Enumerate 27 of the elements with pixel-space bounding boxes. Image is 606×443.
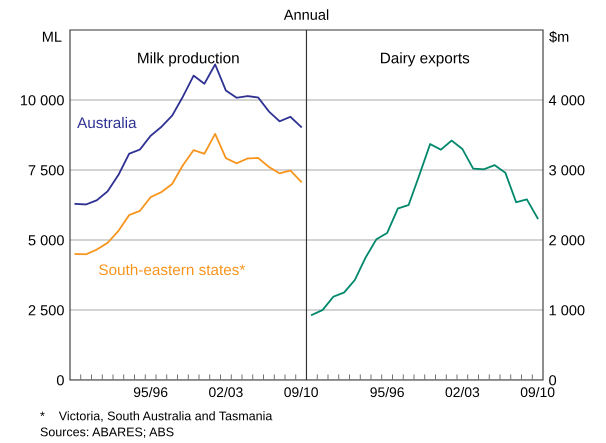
- y-tick-label: 3 000: [549, 165, 584, 176]
- y-tick-label: 2 000: [549, 235, 584, 246]
- y-tick-label: 2 500: [28, 305, 64, 316]
- line-series: [74, 132, 302, 256]
- x-tick-label: 02/03: [209, 386, 243, 398]
- text: Dairy exports: [381, 52, 470, 66]
- text: Milk production: [138, 52, 239, 66]
- y-tick-label: 0: [56, 375, 64, 386]
- y-tick-label: 1 000: [550, 305, 584, 316]
- x-tick-label: 09/10: [520, 386, 554, 398]
- y-tick-label: 7 500: [28, 165, 64, 176]
- x-tick-label: 95/96: [134, 386, 168, 398]
- source-note: Sources: ABARES; ABS: [40, 428, 174, 438]
- x-tick-label: 02/03: [446, 386, 480, 398]
- text: * Victoria, South Australia and Tasmania: [40, 411, 272, 422]
- x-tick-label: 09/10: [284, 386, 318, 398]
- line-series: [310, 140, 539, 316]
- series-label: Australia: [77, 116, 137, 128]
- y-tick-label: 4 000: [548, 95, 584, 106]
- y-tick-label: 0: [549, 375, 556, 386]
- series-label: South-eastern states*: [99, 264, 246, 276]
- y-tick-label: 10 000: [20, 95, 64, 106]
- chart-subtitle: Annual: [284, 9, 328, 20]
- y-tick-label: 5 000: [28, 235, 64, 246]
- y-axis-title: ML: [42, 32, 62, 42]
- y-axis-title: $m: [549, 30, 568, 43]
- x-tick-label: 95/96: [370, 386, 404, 398]
